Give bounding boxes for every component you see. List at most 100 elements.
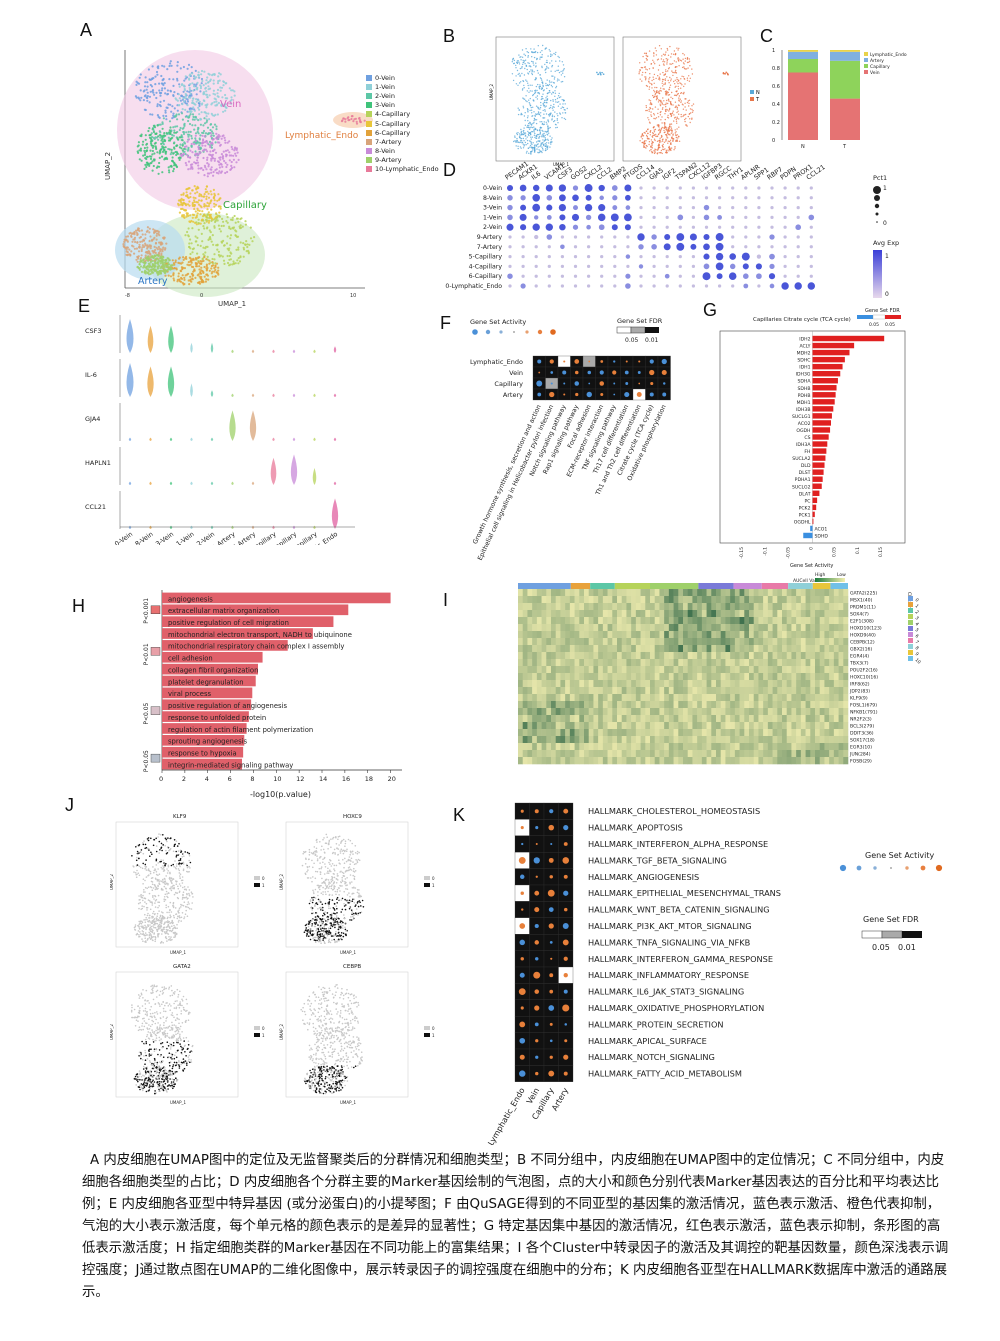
umap-point: [648, 119, 650, 121]
umap-point: [653, 129, 655, 131]
heat-cell: [640, 645, 646, 653]
umap-point: [538, 85, 540, 88]
y-tick-label: 0.8: [772, 66, 780, 72]
umap-point: [237, 257, 240, 260]
umap-point: [198, 108, 201, 111]
heat-cell: [664, 652, 670, 660]
umap-point: [240, 217, 243, 220]
capillary-label: Capillary: [223, 200, 267, 211]
umap-point: [544, 149, 547, 152]
heat-cell: [640, 596, 646, 604]
violin: [270, 457, 277, 485]
umap-point: [135, 258, 138, 261]
umap-point: [207, 204, 210, 208]
violin: [190, 342, 193, 353]
umap-point: [125, 248, 128, 251]
heat-cell: [800, 610, 806, 618]
heat-cell: [734, 638, 740, 646]
umap-point: [559, 112, 561, 114]
bar: [812, 434, 829, 440]
umap-point: [182, 153, 185, 156]
umap-point: [549, 126, 551, 129]
heat-cell: [734, 596, 740, 604]
heat-cell: [786, 603, 792, 611]
umap-point: [549, 146, 551, 148]
umap-point: [180, 201, 183, 204]
heat-cell: [829, 624, 835, 632]
heat-cell: [701, 603, 707, 611]
heat-cell: [518, 603, 524, 611]
heat-cell: [810, 638, 816, 646]
umap-point: [179, 99, 182, 102]
umap-point: [136, 241, 139, 244]
bubble: [563, 360, 566, 363]
umap-point: [648, 88, 650, 90]
umap-point: [536, 69, 539, 72]
heat-cell: [645, 645, 651, 653]
umap-point: [555, 51, 557, 54]
heat-cell: [574, 603, 580, 611]
umap-point: [680, 113, 682, 116]
umap-point: [563, 68, 565, 70]
umap-point: [511, 73, 514, 75]
umap-point: [645, 77, 647, 80]
umap-point: [522, 97, 524, 99]
umap-point: [176, 118, 179, 121]
dot: [638, 264, 644, 269]
umap-point: [230, 164, 233, 167]
umap-point: [541, 54, 543, 56]
heat-cell: [584, 610, 590, 618]
heat-cell: [796, 603, 802, 611]
umap-point: [216, 244, 219, 247]
umap-point: [544, 137, 546, 139]
umap-point: [173, 131, 176, 134]
umap-point: [666, 133, 668, 136]
heat-cell: [551, 645, 557, 653]
violin: [251, 393, 255, 397]
umap-point: [676, 108, 678, 110]
umap-point: [213, 97, 216, 100]
umap-point: [689, 77, 691, 79]
umap-point: [525, 48, 527, 50]
umap-point: [671, 136, 673, 138]
umap-point: [216, 88, 220, 91]
umap-point: [641, 141, 643, 144]
heat-cell: [833, 652, 839, 660]
umap-point: [213, 225, 216, 228]
umap-point: [213, 205, 216, 208]
umap-point: [222, 259, 226, 262]
violin: [312, 468, 317, 485]
dot: [796, 245, 800, 249]
umap-point: [550, 55, 552, 57]
umap-point: [669, 139, 672, 141]
dot: [676, 242, 685, 251]
heat-cell: [518, 617, 524, 625]
heat-cell: [725, 652, 731, 660]
umap-point: [537, 111, 540, 113]
umap-point: [150, 268, 153, 271]
umap-point: [183, 79, 186, 82]
heat-cell: [753, 659, 759, 667]
umap-point: [536, 95, 539, 97]
umap-point: [663, 78, 665, 81]
heat-cell: [749, 652, 755, 660]
heat-cell: [588, 617, 594, 625]
umap-point: [545, 148, 547, 150]
umap-point: [691, 73, 694, 75]
dot: [613, 245, 617, 249]
umap-point: [511, 61, 513, 63]
umap-point: [688, 60, 691, 62]
umap-point: [651, 151, 654, 154]
umap-point: [529, 84, 531, 86]
heat-cell: [673, 617, 679, 625]
heat-cell: [612, 617, 618, 625]
umap-point: [659, 103, 661, 105]
heat-cell: [602, 666, 608, 674]
bubble: [624, 370, 629, 375]
umap-point: [176, 77, 179, 80]
heat-cell: [579, 610, 585, 618]
heat-cell: [659, 673, 665, 681]
umap-point: [196, 161, 200, 164]
umap-point: [185, 164, 188, 167]
heat-cell: [617, 617, 623, 625]
